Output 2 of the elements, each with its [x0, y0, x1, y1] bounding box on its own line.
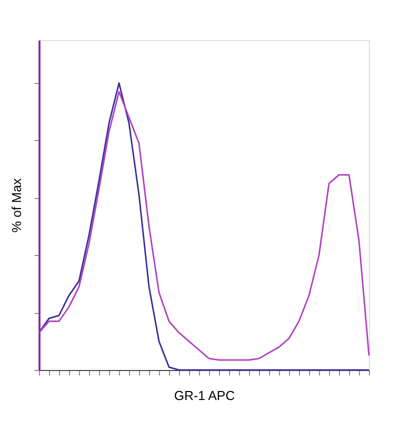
x-axis-title: GR-1 APC — [174, 388, 235, 403]
y-axis-title: % of Max — [9, 178, 24, 233]
